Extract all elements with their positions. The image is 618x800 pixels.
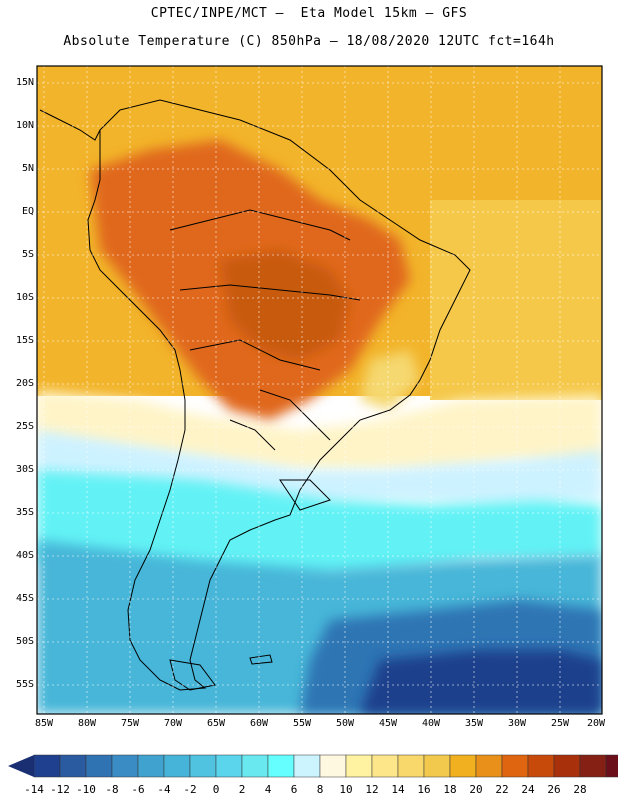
colorbar-label: -8 <box>105 783 119 796</box>
colorbar-label: 22 <box>495 783 509 796</box>
south-america-outline <box>87 99 471 691</box>
colorbar-swatch <box>423 754 451 778</box>
lon-label: 75W <box>120 718 140 729</box>
lat-label: 5N <box>21 163 34 174</box>
colorbar-swatch <box>241 754 269 778</box>
lat-label: 5S <box>21 249 34 260</box>
lon-label: 55W <box>292 718 312 729</box>
lat-label: EQ <box>21 206 34 217</box>
lat-label: 40S <box>15 550 34 561</box>
southern-cone-borders <box>229 389 331 511</box>
graticule <box>37 66 602 714</box>
colorbar-label: 2 <box>238 783 246 796</box>
colorbar <box>8 754 618 778</box>
colorbar-label: -12 <box>50 783 70 796</box>
lat-label: 15S <box>15 335 34 346</box>
falkland-islands <box>249 654 273 665</box>
colorbar-swatch <box>189 754 217 778</box>
lat-label: 30S <box>15 464 34 475</box>
colorbar-label: -4 <box>157 783 171 796</box>
colorbar-swatch <box>319 754 347 778</box>
lat-label: 15N <box>15 77 34 88</box>
lon-label: 85W <box>34 718 54 729</box>
lat-label: 55S <box>15 679 34 690</box>
colorbar-label: 10 <box>339 783 353 796</box>
lon-label: 70W <box>163 718 183 729</box>
colorbar-swatch <box>605 754 618 778</box>
colorbar-label: 6 <box>290 783 298 796</box>
colorbar-low-arrow <box>8 755 34 777</box>
colorbar-label: 0 <box>212 783 220 796</box>
colorbar-swatch <box>579 754 607 778</box>
brazil-border <box>169 209 361 371</box>
colorbar-label: 4 <box>264 783 272 796</box>
lon-label: 20W <box>586 718 606 729</box>
lon-label: 65W <box>206 718 226 729</box>
colorbar-swatch <box>397 754 425 778</box>
lat-label: 35S <box>15 507 34 518</box>
lon-label: 35W <box>464 718 484 729</box>
title-line-1: CPTEC/INPE/MCT – Eta Model 15km – GFS <box>150 6 468 21</box>
colorbar-swatch <box>501 754 529 778</box>
colorbar-swatch <box>345 754 373 778</box>
lon-label: 40W <box>421 718 441 729</box>
colorbar-label: 12 <box>365 783 379 796</box>
colorbar-label: 28 <box>573 783 587 796</box>
field-east-atlantic <box>430 200 602 400</box>
colorbar-swatch <box>85 754 113 778</box>
tierra-del-fuego <box>169 659 216 691</box>
colorbar-label: -10 <box>76 783 96 796</box>
colorbar-swatch <box>267 754 295 778</box>
colorbar-swatch <box>527 754 555 778</box>
lon-label: 45W <box>378 718 398 729</box>
colorbar-swatch <box>137 754 165 778</box>
colorbar-label: -2 <box>183 783 197 796</box>
map-frame <box>36 65 603 715</box>
lon-label: 80W <box>77 718 97 729</box>
colorbar-swatch <box>475 754 503 778</box>
field-core-hot <box>220 250 350 360</box>
colorbar-swatch <box>371 754 399 778</box>
title-line-2: Absolute Temperature (C) 850hPa – 18/08/… <box>63 34 555 49</box>
colorbar-label: 26 <box>547 783 561 796</box>
lon-label: 60W <box>249 718 269 729</box>
lat-label: 10S <box>15 292 34 303</box>
lat-label: 25S <box>15 421 34 432</box>
colorbar-label: -6 <box>131 783 145 796</box>
colorbar-swatch <box>163 754 191 778</box>
lon-label: 50W <box>335 718 355 729</box>
lat-label: 45S <box>15 593 34 604</box>
colorbar-label: 18 <box>443 783 457 796</box>
colorbar-label: 8 <box>316 783 324 796</box>
colorbar-label: 24 <box>521 783 535 796</box>
colorbar-swatch <box>33 754 61 778</box>
colorbar-label: 16 <box>417 783 431 796</box>
colorbar-swatch <box>111 754 139 778</box>
colorbar-swatch <box>553 754 581 778</box>
colorbar-swatch <box>59 754 87 778</box>
lon-label: 25W <box>550 718 570 729</box>
colorbar-swatch <box>293 754 321 778</box>
lat-label: 50S <box>15 636 34 647</box>
lon-label: 30W <box>507 718 527 729</box>
colorbar-swatch <box>215 754 243 778</box>
lat-label: 10N <box>15 120 34 131</box>
coastlines <box>39 99 471 691</box>
field-southeast-light <box>360 350 420 410</box>
colorbar-swatch <box>449 754 477 778</box>
field-blue-darkest <box>360 650 602 714</box>
lat-label: 20S <box>15 378 34 389</box>
colorbar-label: -14 <box>24 783 44 796</box>
colorbar-label: 14 <box>391 783 405 796</box>
central-america-outline <box>39 109 101 141</box>
colorbar-label: 20 <box>469 783 483 796</box>
